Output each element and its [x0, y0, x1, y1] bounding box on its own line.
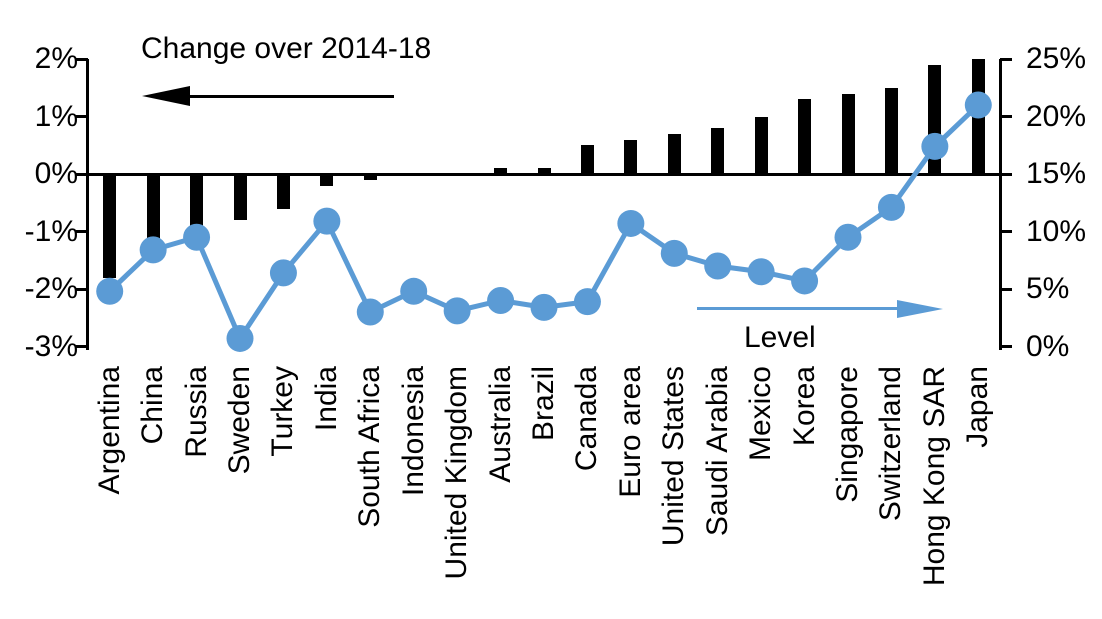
level-point-russia	[183, 223, 211, 251]
right-axis-tick-label: 25%	[1026, 42, 1087, 75]
left-axis-tick	[76, 172, 88, 176]
bar-mexico	[754, 116, 768, 174]
left-axis-tick-label: 1%	[34, 99, 78, 133]
right-axis-tick-label: 0%	[1026, 329, 1070, 363]
x-label-mexico: Mexico	[744, 366, 778, 462]
right-axis-tick-label: 10%	[1026, 214, 1087, 248]
right-axis-tick-label: 20%	[1026, 99, 1087, 133]
x-label-sweden: Sweden	[223, 366, 256, 475]
bar-brazil	[537, 168, 551, 174]
level-point-mexico	[747, 258, 775, 286]
level-point-canada	[573, 288, 601, 316]
x-label-switzerland: Switzerland	[874, 366, 908, 522]
left-axis-tick	[76, 57, 88, 61]
left-axis-tick	[76, 230, 88, 233]
level-point-hong-kong-sar	[921, 132, 949, 160]
change-annotation-label: Change over 2014-18	[141, 32, 432, 65]
x-label-euro-area: Euro area	[613, 366, 647, 498]
level-annotation-arrow-shaft	[697, 307, 899, 310]
right-axis-tick	[1000, 230, 1012, 233]
right-axis-tick-label: 5%	[1026, 272, 1070, 305]
x-label-australia: Australia	[483, 366, 517, 483]
level-point-indonesia	[400, 277, 428, 305]
bar-argentina	[103, 174, 117, 278]
level-point-turkey	[269, 259, 297, 287]
level-point-sweden	[226, 324, 254, 352]
x-label-hong-kong-sar: Hong Kong SAR	[917, 366, 951, 587]
left-arrow-icon	[142, 86, 190, 106]
bar-canada	[580, 145, 594, 174]
zero-baseline	[88, 172, 1000, 176]
right-axis-tick-label: 15%	[1026, 157, 1087, 190]
x-label-singapore: Singapore	[831, 366, 864, 503]
level-point-switzerland	[877, 193, 905, 221]
x-label-japan: Japan	[961, 366, 995, 448]
bar-turkey	[276, 174, 290, 209]
x-label-china: China	[136, 366, 170, 445]
level-point-australia	[487, 287, 515, 314]
x-label-united-kingdom: United Kingdom	[440, 366, 474, 580]
left-axis-tick-label: -1%	[24, 214, 78, 248]
bar-korea	[798, 99, 812, 174]
right-axis-tick	[1000, 172, 1012, 176]
bar-euro-area	[624, 139, 638, 174]
x-label-russia: Russia	[179, 366, 213, 458]
x-label-turkey: Turkey	[266, 366, 300, 457]
bar-india	[320, 174, 334, 186]
level-point-saudi-arabia	[704, 252, 732, 280]
left-axis-tick-label: 2%	[34, 42, 78, 75]
level-point-singapore	[834, 223, 862, 251]
level-point-china	[139, 236, 167, 264]
left-axis-tick-label: -2%	[24, 272, 78, 305]
left-axis-tick	[76, 287, 88, 291]
x-label-canada: Canada	[570, 366, 604, 472]
right-axis-line	[999, 59, 1002, 350]
x-label-india: India	[309, 366, 343, 432]
left-axis-tick	[76, 115, 88, 118]
right-axis-tick	[1000, 115, 1012, 118]
level-point-korea	[791, 267, 819, 295]
bar-switzerland	[884, 87, 898, 174]
x-label-brazil: Brazil	[527, 366, 560, 442]
right-arrow-icon	[897, 299, 943, 318]
x-label-south-africa: South Africa	[353, 366, 387, 528]
x-label-saudi-arabia: Saudi Arabia	[700, 366, 734, 537]
x-label-indonesia: Indonesia	[396, 366, 430, 497]
bar-sweden	[233, 174, 247, 220]
level-point-india	[313, 207, 341, 235]
level-point-euro-area	[617, 209, 645, 237]
left-axis-tick-label: 0%	[34, 157, 78, 190]
left-axis-tick-label: -3%	[24, 329, 78, 363]
right-axis-tick	[1000, 57, 1012, 61]
left-axis-line	[86, 59, 89, 350]
bar-australia	[494, 168, 508, 174]
level-point-south-africa	[356, 298, 384, 326]
x-label-united-states: United States	[657, 366, 691, 547]
bar-singapore	[841, 93, 855, 174]
left-axis-tick	[76, 345, 88, 348]
level-point-japan	[964, 91, 992, 119]
bar-united-states	[667, 133, 681, 174]
level-point-united-kingdom	[443, 297, 471, 325]
level-point-united-states	[660, 239, 688, 267]
right-axis-tick	[1000, 287, 1012, 291]
level-point-argentina	[96, 277, 124, 305]
bar-saudi-arabia	[711, 128, 725, 174]
x-label-argentina: Argentina	[92, 366, 126, 495]
change-annotation-arrow-shaft	[184, 95, 394, 98]
level-annotation-label: Level	[744, 321, 816, 354]
x-label-korea: Korea	[787, 366, 821, 447]
bar-south-africa	[363, 174, 377, 180]
right-axis-tick	[1000, 345, 1012, 348]
level-point-brazil	[530, 293, 558, 321]
